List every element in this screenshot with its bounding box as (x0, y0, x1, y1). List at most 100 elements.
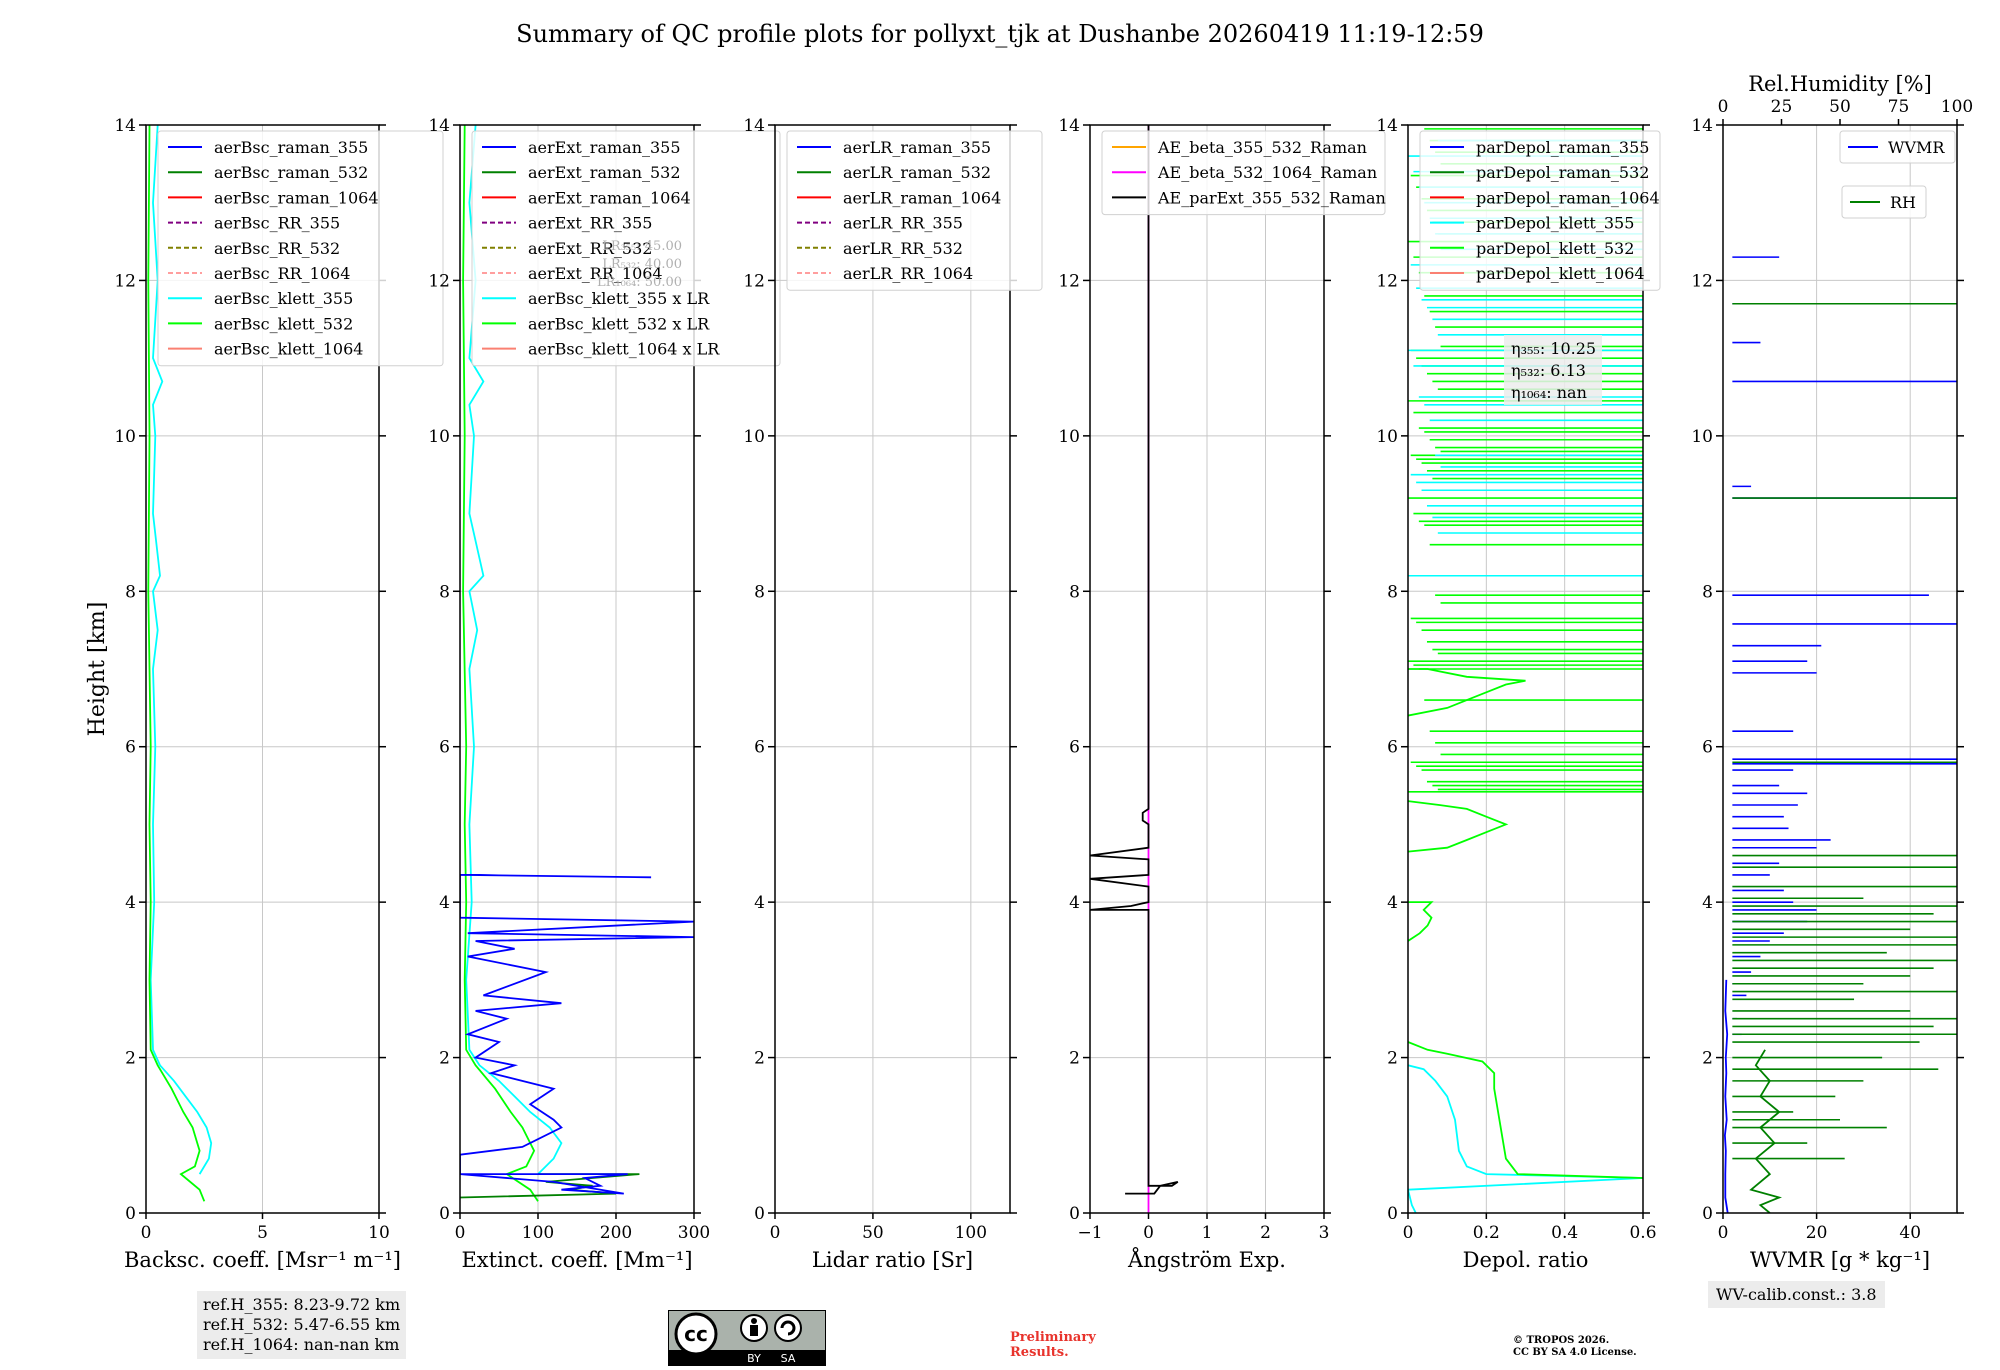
x-tick-label: 0 (1718, 1223, 1729, 1243)
x-tick-label: 2 (1260, 1223, 1271, 1243)
y-tick-label: 14 (1691, 116, 1713, 136)
y-tick-label: 8 (1702, 582, 1713, 602)
legend-label: aerExt_raman_355 (528, 138, 681, 157)
legend-label: aerBsc_klett_355 (214, 289, 353, 308)
series-parDepol_klett_532_up (1408, 668, 1526, 717)
y-tick-label: 8 (439, 582, 450, 602)
x-tick-label: 5 (257, 1223, 268, 1243)
y-tick-label: 0 (1702, 1204, 1713, 1224)
figure-title: Summary of QC profile plots for pollyxt_… (516, 20, 1484, 48)
legend-label: aerBsc_klett_532 x LR (528, 314, 710, 333)
x-tick-label: 50 (862, 1223, 884, 1243)
y-tick-label: 4 (439, 893, 450, 913)
axes-frame (145, 124, 380, 1214)
legend-label: aerLR_RR_532 (843, 239, 963, 258)
y-tick-label: 12 (428, 271, 450, 291)
legend-label: AE_beta_532_1064_Raman (1157, 163, 1377, 182)
y-tick-label: 12 (1691, 271, 1713, 291)
series-parDepol_klett_532_mid2 (1408, 800, 1509, 853)
y-tick-label: 10 (1058, 427, 1080, 447)
series-RH (1749, 1049, 1782, 1213)
legend-label: aerExt_RR_532 (528, 239, 652, 258)
y-tick-label: 10 (743, 427, 765, 447)
y-tick-label: 10 (1376, 427, 1398, 447)
legend-label: aerBsc_RR_1064 (214, 264, 350, 283)
y-tick-label: 10 (114, 427, 136, 447)
legend-box (1101, 130, 1386, 216)
lidar-ratio-annotation: LR₃₅₅: 45.00 (602, 239, 682, 254)
legend-label: parDepol_raman_355 (1476, 138, 1649, 157)
y-tick-label: 4 (1069, 893, 1080, 913)
series-parDepol_klett_532 (1408, 1041, 1643, 1179)
series-WVMR (1723, 979, 1729, 1213)
lidar-ratio-annotation: LR₁₀₆₄: 50.00 (597, 275, 682, 290)
svg-text:cc: cc (684, 1322, 708, 1346)
x-tick-label: 0 (141, 1223, 152, 1243)
preliminary-line-1: Preliminary (1010, 1330, 1096, 1345)
plot-area-bsc (147, 125, 213, 1202)
ref-height-355: ref.H_355: 8.23-9.72 km (203, 1295, 401, 1314)
x-tick-label: 1 (1202, 1223, 1213, 1243)
legend-label: aerLR_raman_355 (843, 138, 991, 157)
legend-label: aerExt_raman_1064 (528, 188, 691, 207)
preliminary-note: Preliminary Results. (1010, 1330, 1096, 1360)
y-tick-label: 8 (1387, 582, 1398, 602)
y-tick-label: 2 (1069, 1049, 1080, 1069)
y-tick-label: 4 (1387, 893, 1398, 913)
ref-height-1064: ref.H_1064: nan-nan km (203, 1335, 400, 1354)
series-aerExt_raman_355 (460, 873, 694, 1195)
plot-area-ext (460, 125, 694, 1202)
y-tick-label: 4 (754, 893, 765, 913)
y-tick-label: 14 (743, 116, 765, 136)
y-tick-label: 12 (114, 271, 136, 291)
x-axis-label: Lidar ratio [Sr] (812, 1248, 973, 1272)
y-tick-label: 2 (1702, 1049, 1713, 1069)
cc-by-label: BY (747, 1352, 761, 1365)
legend-label: aerExt_RR_1064 (528, 264, 663, 283)
legend-box (1419, 130, 1661, 291)
legend-label: parDepol_klett_1064 (1476, 264, 1645, 283)
legend-label: aerBsc_klett_532 (214, 314, 353, 333)
legend-label: aerBsc_RR_532 (214, 239, 340, 258)
legend-label: aerLR_RR_1064 (843, 264, 973, 283)
top-x-tick-label: 0 (1718, 97, 1729, 117)
x-tick-label: 0.4 (1551, 1223, 1578, 1243)
x-tick-label: 20 (1806, 1223, 1828, 1243)
plot-area-ae (1090, 125, 1179, 1213)
x-axis-label: Ångström Exp. (1127, 1247, 1286, 1272)
eta-annotation-box (1504, 335, 1602, 405)
y-tick-label: 0 (754, 1204, 765, 1224)
legend-label: parDepol_klett_355 (1476, 214, 1634, 233)
top-x-tick-label: 100 (1941, 97, 1973, 117)
legend-label: parDepol_klett_532 (1476, 239, 1634, 258)
axes-frame (459, 124, 695, 1214)
copyright-line-1: © TROPOS 2026. (1513, 1335, 1610, 1346)
panel-bsc: 0 5 10 0 2 4 6 8 10 12 14 Backsc. coeff. [Msr⁻¹ m⁻¹… (114, 116, 444, 1272)
y-tick-label: 14 (1058, 116, 1080, 136)
legend-label: aerLR_RR_355 (843, 214, 963, 233)
x-tick-label: 0.6 (1629, 1223, 1656, 1243)
eta-annotation: η₅₃₂: 6.13 (1511, 361, 1586, 380)
panel-wv: 0 20 40 0 2 4 6 8 10 12 14 WVMR [g * kg⁻¹] 0 25 50 75 10… (1691, 72, 1973, 1272)
y-tick-label: 12 (1376, 271, 1398, 291)
x-axis-label: Extinct. coeff. [Mm⁻¹] (461, 1248, 692, 1272)
legend-label: parDepol_raman_1064 (1476, 188, 1660, 207)
legend-label: aerExt_raman_532 (528, 163, 681, 182)
series-aerBsc_klett_532 (147, 125, 206, 1202)
y-tick-label: 2 (439, 1049, 450, 1069)
y-tick-label: 0 (1387, 1204, 1398, 1224)
legend-label: RH (1890, 193, 1916, 212)
copyright-note: © TROPOS 2026. CC BY SA 4.0 License. (1513, 1335, 1637, 1359)
legend-label: AE_parExt_355_532_Raman (1157, 188, 1386, 207)
x-tick-label: 100 (955, 1223, 987, 1243)
y-tick-label: 12 (1058, 271, 1080, 291)
x-tick-label: 100 (522, 1223, 554, 1243)
preliminary-line-2: Results. (1010, 1345, 1069, 1360)
series-aerBsc_klett_532 x LR (462, 125, 539, 1202)
x-tick-label: 0 (770, 1223, 781, 1243)
legend-label: aerBsc_raman_1064 (214, 188, 379, 207)
y-tick-label: 2 (125, 1049, 136, 1069)
x-tick-label: 40 (1899, 1223, 1921, 1243)
x-tick-label: 3 (1319, 1223, 1330, 1243)
